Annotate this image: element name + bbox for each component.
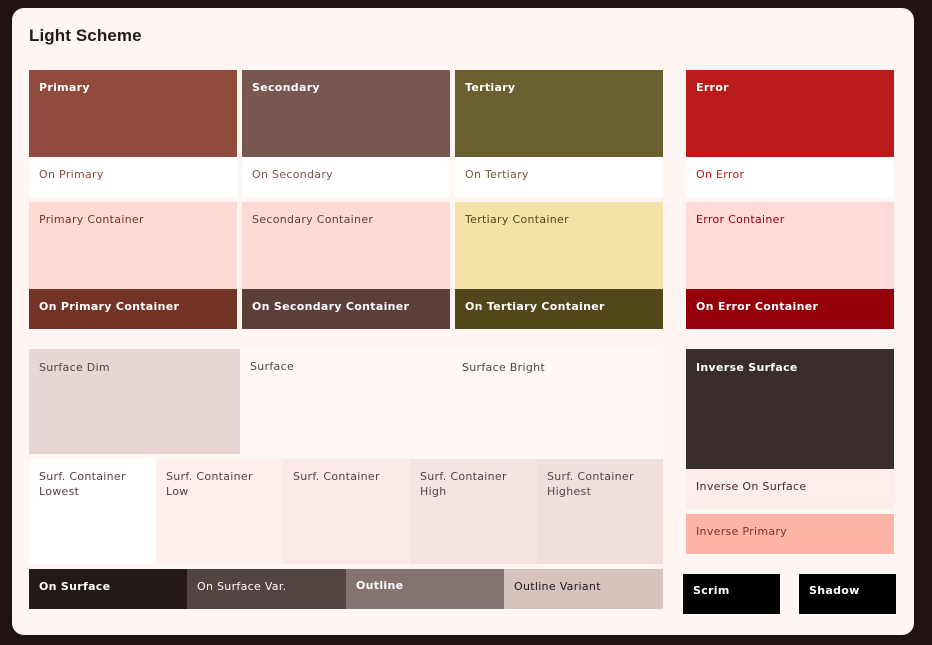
on-primary-container-swatch[interactable]: On Primary Container (29, 289, 237, 329)
primary-swatch[interactable]: Primary (29, 70, 237, 157)
tertiary-swatch[interactable]: Tertiary (455, 70, 663, 157)
inverse-primary-swatch[interactable]: Inverse Primary (686, 514, 894, 554)
inverse-surface-swatch[interactable]: Inverse Surface (686, 349, 894, 469)
surface-container-highest-swatch[interactable]: Surf. Container Highest (537, 459, 663, 564)
surface-container-swatch[interactable]: Surf. Container (283, 459, 410, 564)
on-surface-variant-swatch[interactable]: On Surface Var. (187, 569, 346, 609)
surface-container-lowest-swatch[interactable]: Surf. Container Lowest (29, 459, 156, 564)
outline-variant-swatch[interactable]: Outline Variant (504, 569, 663, 609)
error-swatch[interactable]: Error (686, 70, 894, 157)
secondary-container-swatch[interactable]: Secondary Container (242, 202, 450, 289)
on-tertiary-container-swatch[interactable]: On Tertiary Container (455, 289, 663, 329)
secondary-swatch[interactable]: Secondary (242, 70, 450, 157)
outline-swatch[interactable]: Outline (346, 569, 504, 609)
on-error-swatch[interactable]: On Error (686, 157, 894, 197)
scrim-swatch[interactable]: Scrim (683, 574, 780, 614)
surface-bright-swatch[interactable]: Surface Bright (452, 349, 663, 454)
on-primary-swatch[interactable]: On Primary (29, 157, 237, 197)
surface-container-high-swatch[interactable]: Surf. Container High (410, 459, 537, 564)
surface-dim-swatch[interactable]: Surface Dim (29, 349, 240, 454)
on-surface-swatch[interactable]: On Surface (29, 569, 187, 609)
on-tertiary-swatch[interactable]: On Tertiary (455, 157, 663, 197)
scheme-title: Light Scheme (29, 26, 142, 45)
surface-container-low-swatch[interactable]: Surf. Container Low (156, 459, 283, 564)
shadow-swatch[interactable]: Shadow (799, 574, 896, 614)
tertiary-container-swatch[interactable]: Tertiary Container (455, 202, 663, 289)
on-error-container-swatch[interactable]: On Error Container (686, 289, 894, 329)
primary-container-swatch[interactable]: Primary Container (29, 202, 237, 289)
on-secondary-container-swatch[interactable]: On Secondary Container (242, 289, 450, 329)
error-container-swatch[interactable]: Error Container (686, 202, 894, 289)
surface-swatch[interactable]: Surface (240, 349, 452, 454)
inverse-on-surface-swatch[interactable]: Inverse On Surface (686, 469, 894, 509)
on-secondary-swatch[interactable]: On Secondary (242, 157, 450, 197)
